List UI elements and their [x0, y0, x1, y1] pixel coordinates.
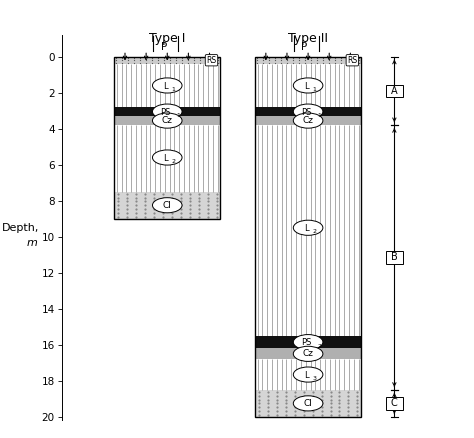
Text: Cz: Cz	[302, 116, 314, 125]
FancyBboxPatch shape	[385, 251, 403, 264]
Circle shape	[293, 104, 323, 119]
Circle shape	[293, 396, 323, 411]
Bar	[114, 107, 220, 116]
Text: 1: 1	[317, 113, 321, 118]
Bar	[255, 349, 361, 359]
Circle shape	[293, 367, 323, 382]
Text: PS: PS	[160, 108, 171, 117]
Text: P: P	[161, 42, 167, 52]
Text: A: A	[391, 86, 398, 96]
Text: L: L	[304, 82, 309, 91]
Circle shape	[153, 113, 182, 128]
Bar	[114, 57, 220, 64]
FancyBboxPatch shape	[385, 397, 403, 410]
Text: 1: 1	[312, 87, 316, 92]
Bar	[114, 116, 220, 125]
Circle shape	[293, 346, 323, 361]
Text: 1: 1	[172, 87, 175, 92]
Text: RS: RS	[347, 56, 357, 65]
Text: 3: 3	[312, 376, 317, 381]
Text: PS: PS	[301, 338, 311, 347]
Circle shape	[293, 335, 323, 350]
Circle shape	[153, 78, 182, 93]
Text: C: C	[391, 399, 398, 408]
Bar	[255, 57, 361, 64]
Text: L: L	[304, 224, 309, 233]
Bar	[114, 57, 220, 219]
Text: L: L	[163, 82, 168, 91]
Bar	[255, 107, 361, 116]
Text: Type II: Type II	[288, 32, 328, 45]
Text: 2: 2	[312, 229, 317, 234]
Text: Cl: Cl	[163, 201, 172, 210]
Bar	[255, 336, 361, 349]
Bar	[255, 116, 361, 125]
Bar	[255, 64, 361, 107]
Bar	[255, 390, 361, 417]
Text: 1: 1	[176, 113, 180, 118]
Text: L: L	[304, 371, 309, 380]
Bar	[255, 125, 361, 336]
Bar	[255, 359, 361, 390]
Bar	[255, 57, 361, 417]
Bar	[114, 192, 220, 219]
Circle shape	[293, 113, 323, 128]
Text: Cz: Cz	[162, 116, 173, 125]
Text: B: B	[391, 252, 398, 262]
FancyBboxPatch shape	[385, 85, 403, 97]
Circle shape	[153, 198, 182, 213]
Circle shape	[293, 220, 323, 235]
Text: Cl: Cl	[304, 399, 312, 408]
Circle shape	[153, 104, 182, 119]
Text: Depth,: Depth,	[2, 223, 40, 233]
Circle shape	[153, 150, 182, 165]
Text: P: P	[301, 42, 308, 52]
Text: m: m	[27, 238, 37, 248]
Text: PS: PS	[301, 108, 311, 117]
Circle shape	[293, 78, 323, 93]
Text: L: L	[163, 154, 168, 163]
Bar	[114, 125, 220, 192]
Text: Cz: Cz	[302, 350, 314, 358]
Bar	[114, 64, 220, 107]
Text: 2: 2	[317, 343, 321, 349]
Text: Type I: Type I	[149, 32, 185, 45]
Text: RS: RS	[206, 56, 217, 65]
Text: 2: 2	[172, 159, 175, 164]
